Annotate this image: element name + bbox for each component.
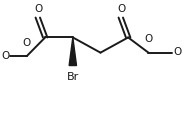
Text: Br: Br [67, 72, 79, 82]
Text: O: O [23, 38, 31, 48]
Text: O: O [144, 35, 153, 44]
Text: O: O [35, 4, 43, 14]
Text: O: O [118, 4, 126, 14]
Text: O: O [1, 51, 9, 61]
Text: O: O [173, 47, 182, 57]
Polygon shape [69, 37, 77, 66]
